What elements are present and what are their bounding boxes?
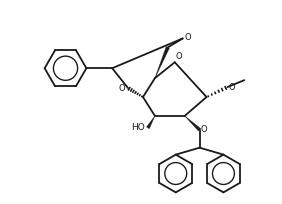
Text: O: O — [201, 125, 207, 134]
Polygon shape — [147, 116, 155, 129]
Text: O: O — [118, 84, 125, 93]
Polygon shape — [155, 47, 169, 78]
Text: HO: HO — [131, 123, 145, 132]
Text: O: O — [176, 52, 182, 61]
Text: O: O — [185, 33, 191, 42]
Text: O: O — [228, 83, 235, 92]
Polygon shape — [185, 116, 201, 131]
